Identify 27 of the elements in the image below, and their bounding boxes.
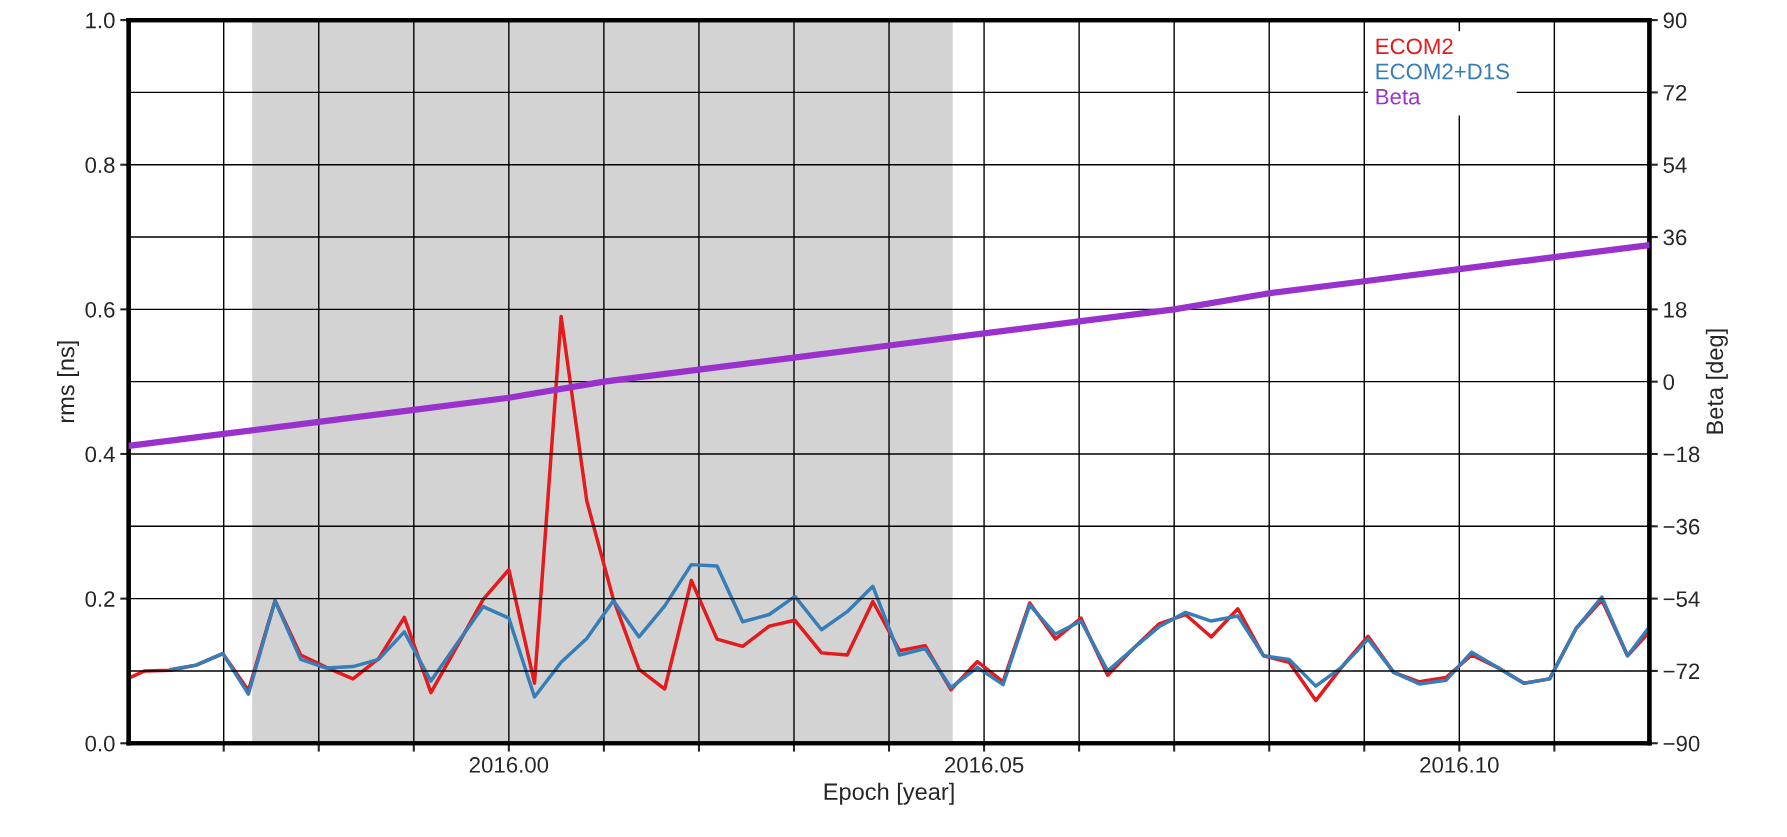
y2-tick-label: −72 bbox=[1663, 663, 1700, 679]
text: ECOM2+D1S bbox=[1376, 63, 1509, 80]
y-tick-label: 0.4 bbox=[85, 446, 115, 463]
y-tick-label: 0.2 bbox=[85, 591, 115, 607]
y2-tick-label: 18 bbox=[1664, 301, 1687, 318]
y2-tick-label: 72 bbox=[1663, 84, 1687, 101]
line-series bbox=[168, 562, 1650, 699]
x-tick-label: 2016.05 bbox=[945, 757, 1024, 773]
y2-tick-label: −54 bbox=[1663, 591, 1700, 607]
y-tick-label: 0.0 bbox=[85, 735, 115, 752]
y2-tick-label: 36 bbox=[1663, 229, 1687, 246]
y2-tick-label: 90 bbox=[1663, 12, 1687, 29]
y2-tick-label: 0 bbox=[1663, 374, 1675, 390]
y-tick-label: 0.6 bbox=[85, 301, 115, 318]
y2-tick-label: −90 bbox=[1663, 735, 1700, 752]
y-axis-title: rms [ns] bbox=[57, 341, 80, 423]
y2-tick-label: −36 bbox=[1663, 518, 1700, 535]
y2-tick-label: 54 bbox=[1663, 157, 1687, 173]
y2-axis-title: Beta [deg] bbox=[1705, 329, 1728, 434]
x-tick-label: 2016.10 bbox=[1420, 757, 1499, 773]
y-tick-label: 1.0 bbox=[86, 12, 115, 29]
y-tick-label: 0.8 bbox=[85, 157, 115, 173]
y2-tick-label: −18 bbox=[1663, 446, 1700, 463]
text: Beta bbox=[1376, 89, 1421, 105]
x-axis-title: Epoch [year] bbox=[824, 782, 954, 805]
text: ECOM2 bbox=[1376, 38, 1453, 55]
x-tick-label: 2016.00 bbox=[469, 757, 549, 773]
